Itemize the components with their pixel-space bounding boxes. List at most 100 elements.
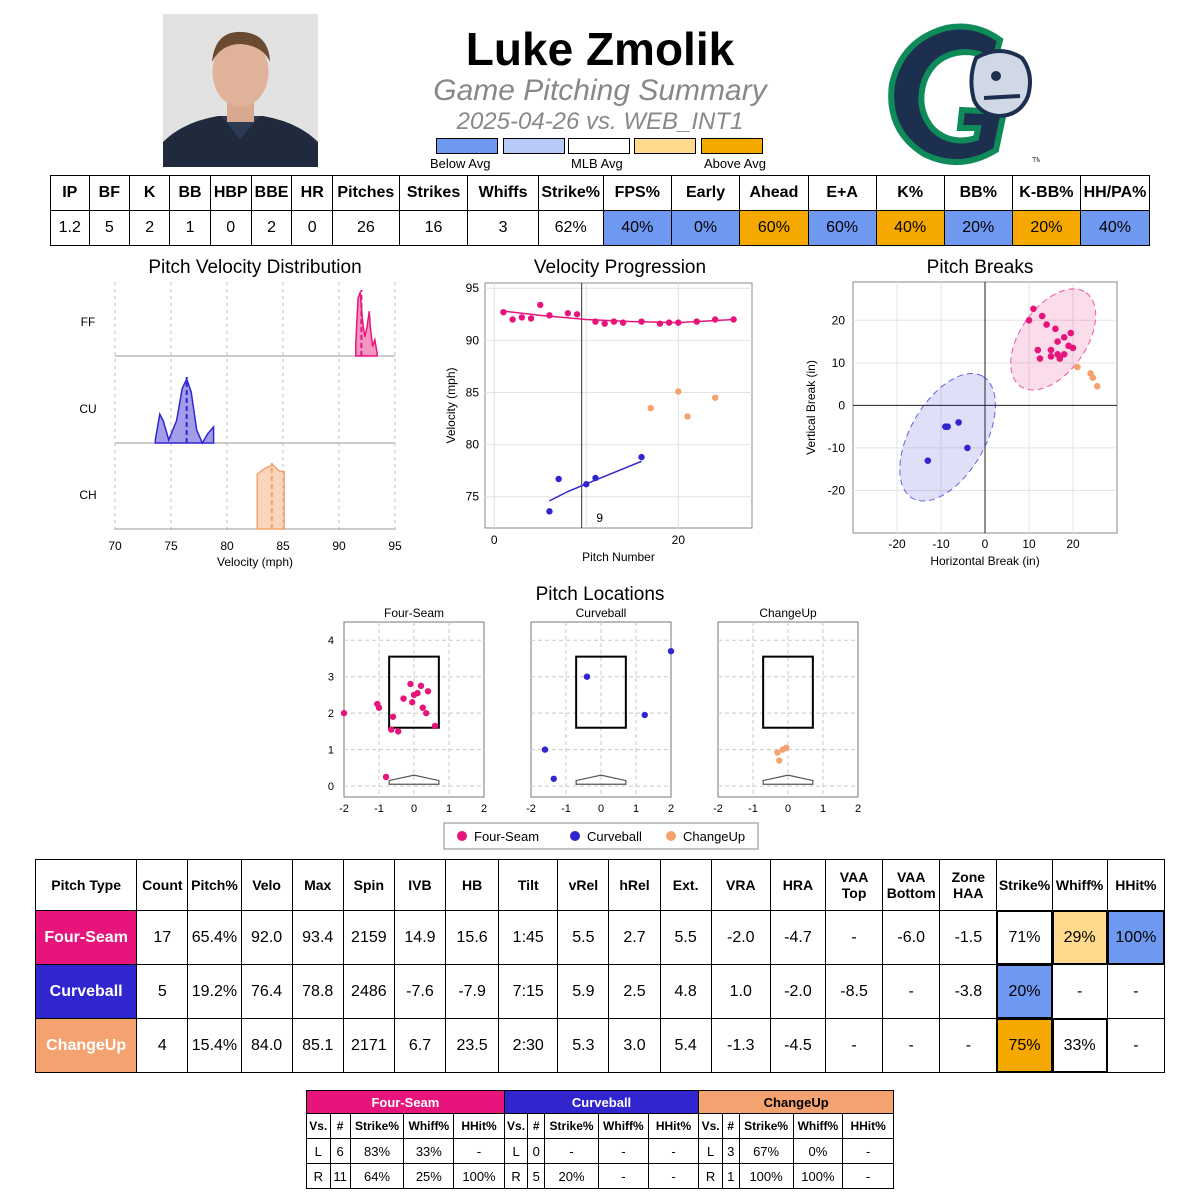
- stat-header-k-bb-: K-BB%: [1011, 175, 1081, 211]
- velo-prog-point-four-seam: [711, 316, 719, 323]
- location-xtick: -2: [526, 803, 536, 815]
- breaks-ellipse-curveball: [899, 373, 996, 502]
- velocity-distribution-title: Pitch Velocity Distribution: [148, 257, 362, 278]
- stat-value-hbp: 0: [209, 210, 252, 246]
- location-point-four-seam: [340, 709, 348, 717]
- pitch-table-header: Velo: [240, 859, 293, 911]
- pitch-table-cell: -1.3: [710, 1018, 771, 1073]
- location-point-four-seam: [423, 709, 430, 717]
- pitch-table-cell: 7:15: [498, 964, 559, 1019]
- breaks-xtick: -10: [932, 537, 950, 551]
- location-point-four-seam: [407, 680, 414, 688]
- velo-dist-tick-label: 80: [220, 539, 234, 553]
- location-point-four-seam: [431, 722, 439, 730]
- breaks-point-four-seam: [1060, 351, 1068, 358]
- stat-header-strikes: Strikes: [398, 175, 469, 211]
- pitch-type-cell: Curveball: [34, 964, 138, 1019]
- pitch-table-cell: 14.9: [393, 910, 447, 965]
- location-xtick: 2: [668, 803, 674, 815]
- location-point-four-seam: [417, 682, 425, 690]
- location-legend-label: ChangeUp: [683, 829, 745, 844]
- stat-value-early: 0%: [670, 210, 741, 246]
- pitch-table-cell: -: [1106, 1018, 1166, 1073]
- stat-value-hr: 0: [291, 210, 333, 246]
- location-point-curveball: [541, 746, 549, 753]
- stat-value-strikes: 16: [398, 210, 469, 246]
- stat-value-e-a: 60%: [807, 210, 877, 246]
- splits-subheader: Strike%: [738, 1113, 794, 1139]
- pitch-table-cell: 23.5: [445, 1018, 500, 1073]
- pitch-table-header: hRel: [608, 859, 661, 911]
- breaks-point-four-seam: [1047, 346, 1055, 354]
- pitch-table-cell: 1:45: [498, 910, 559, 965]
- stat-value-fps-: 40%: [602, 210, 672, 246]
- stat-header-whiffs: Whiffs: [467, 175, 539, 211]
- velo-prog-point-four-seam: [546, 312, 553, 319]
- stat-value-k: 2: [129, 210, 171, 246]
- location-legend-box: [443, 822, 759, 850]
- location-point-four-seam: [400, 695, 407, 702]
- splits-cell: 1: [721, 1163, 740, 1189]
- location-legend-marker: [570, 831, 580, 841]
- location-point-four-seam: [414, 689, 421, 697]
- splits-cell: 33%: [403, 1138, 455, 1164]
- location-legend-marker: [457, 831, 467, 841]
- pitch-table-cell: 100%: [1106, 910, 1166, 965]
- velo-prog-point-changeup: [647, 404, 654, 412]
- breaks-xtick: -20: [888, 537, 906, 551]
- location-point-four-seam: [375, 704, 383, 711]
- pitch-table-cell: 4.8: [659, 964, 712, 1019]
- pitch-table-cell: -4.7: [769, 910, 827, 965]
- pitch-table-cell: -: [1051, 964, 1108, 1019]
- pitch-table-header: Pitch%: [187, 859, 242, 911]
- splits-subheader: HHit%: [842, 1113, 894, 1139]
- game-line: 2025-04-26 vs. WEB_INT1: [456, 108, 744, 135]
- velo-prog-point-curveball: [555, 475, 562, 483]
- pitch-table-header: vRel: [557, 859, 610, 911]
- splits-subheader: #: [329, 1113, 351, 1139]
- pitch-table-cell: 20%: [996, 964, 1053, 1019]
- location-ytick: 2: [328, 708, 334, 720]
- pitch-table-cell: -3.8: [939, 964, 998, 1019]
- splits-cell: -: [842, 1163, 894, 1189]
- stat-value-pitches: 26: [331, 210, 400, 246]
- pitch-table-cell: 2171: [342, 1018, 395, 1073]
- report-subtitle: Game Pitching Summary: [433, 74, 767, 107]
- pitch-table-cell: 29%: [1051, 910, 1108, 965]
- stat-value-bb: 1: [169, 210, 211, 246]
- location-panel-title: Curveball: [576, 606, 627, 620]
- breaks-point-changeup: [1089, 374, 1097, 382]
- location-legend-marker: [666, 831, 676, 841]
- stat-value-strike-: 62%: [537, 210, 604, 246]
- location-point-curveball: [641, 711, 648, 719]
- breaks-ellipse-four-seam: [1010, 288, 1097, 391]
- location-ytick: 3: [328, 672, 334, 684]
- velo-prog-trend-curveball: [549, 460, 642, 502]
- pitch-breaks-title: Pitch Breaks: [926, 257, 1034, 278]
- breaks-point-four-seam: [1034, 346, 1042, 354]
- velo-prog-ytick: 85: [466, 385, 480, 399]
- splits-subheader: #: [527, 1113, 546, 1139]
- pitch-table-header: VAA Top: [824, 859, 884, 911]
- pitch-type-cell: Four-Seam: [34, 910, 138, 965]
- stat-value-bb-: 20%: [943, 210, 1013, 246]
- splits-cell: 6: [329, 1138, 351, 1164]
- strike-zone: [575, 655, 627, 729]
- pitch-table-cell: 85.1: [291, 1018, 344, 1073]
- location-point-changeup: [783, 744, 790, 751]
- breaks-ytick: 10: [832, 356, 846, 370]
- stat-header-bb: BB: [169, 175, 211, 211]
- velo-dist-row-label: CH: [79, 488, 96, 502]
- pitch-table-cell: 19.2%: [187, 964, 242, 1019]
- splits-cell: -: [598, 1138, 649, 1164]
- pitch-table-header: VRA: [710, 859, 771, 911]
- velo-dist-row-label: FF: [81, 315, 96, 329]
- location-point-four-seam: [419, 704, 426, 711]
- velo-prog-ylabel: Velocity (mph): [444, 367, 458, 443]
- velo-prog-xlabel: Pitch Number: [582, 550, 655, 564]
- pitch-table-header: Ext.: [659, 859, 712, 911]
- stat-value-bbe: 2: [250, 210, 293, 246]
- home-plate: [575, 774, 627, 785]
- pitch-table-cell: 78.8: [291, 964, 344, 1019]
- stat-header-k: K: [129, 175, 171, 211]
